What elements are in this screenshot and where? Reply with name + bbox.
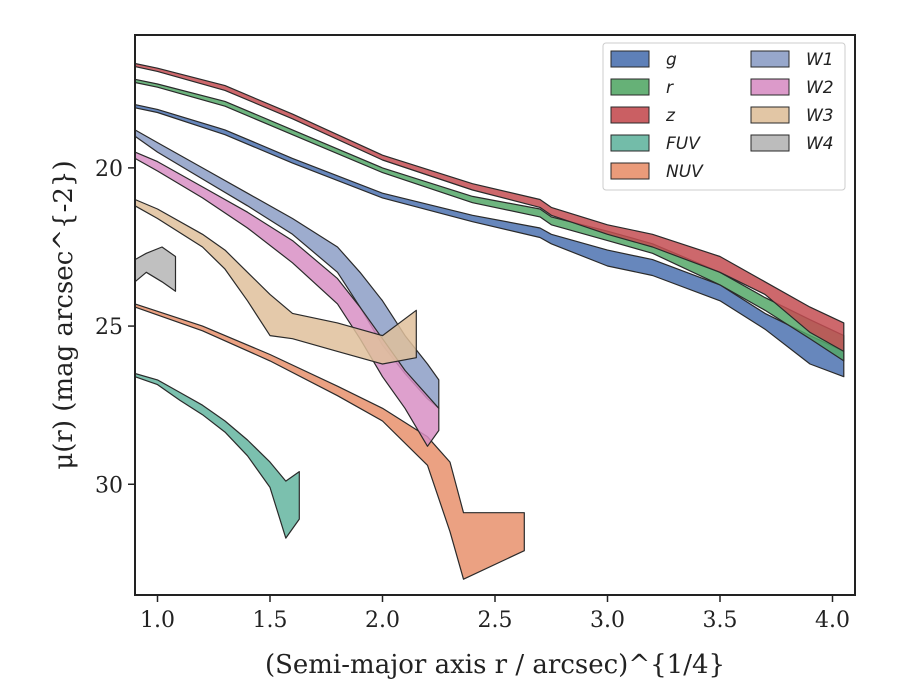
band-z: [134, 62, 845, 352]
x-tick-label: 1.5: [253, 608, 288, 633]
legend-swatch-w4: [750, 134, 790, 152]
legend-label-z: z: [665, 106, 676, 126]
legend-label-r: r: [666, 78, 674, 98]
x-tick-label: 3.5: [703, 608, 738, 633]
y-axis-ticks: 20 25 30: [95, 157, 135, 498]
legend-swatch-w1: [750, 50, 790, 68]
band-r: [134, 78, 845, 362]
legend-swatch-nuv: [610, 162, 650, 180]
band-w3: [134, 198, 417, 365]
band-fuv: [134, 372, 300, 539]
legend-swatch-fuv: [610, 134, 650, 152]
legend-label-fuv: FUV: [666, 134, 701, 154]
legend-label-g: g: [666, 50, 677, 70]
y-axis-label: μ(r) (mag arcsec^{-2}): [49, 160, 79, 469]
band-w4: [134, 246, 177, 292]
legend-label-w3: W3: [806, 106, 834, 126]
y-tick-label: 25: [95, 315, 123, 340]
x-tick-label: 4.0: [815, 608, 850, 633]
legend-label-w1: W1: [806, 50, 834, 70]
y-tick-label: 30: [95, 473, 123, 498]
legend-label-w4: W4: [806, 134, 834, 154]
x-tick-label: 1.0: [140, 608, 175, 633]
profile-bands: [134, 62, 845, 580]
legend-swatch-g: [610, 50, 650, 68]
legend-swatch-r: [610, 78, 650, 96]
band-w2: [134, 151, 440, 447]
x-tick-label: 3.0: [590, 608, 625, 633]
legend-label-w2: W2: [806, 78, 834, 98]
x-tick-label: 2.5: [478, 608, 513, 633]
x-axis-ticks: 1.0 1.5 2.0 2.5 3.0 3.5 4.0: [140, 595, 850, 633]
legend-swatch-w3: [750, 106, 790, 124]
band-g: [134, 104, 845, 378]
legend: grz FUV NUV W1 W2 W3 W4: [602, 42, 846, 191]
y-tick-label: 20: [95, 157, 123, 182]
legend-swatch-z: [610, 106, 650, 124]
x-tick-label: 2.0: [365, 608, 400, 633]
legend-swatch-w2: [750, 78, 790, 96]
x-axis-label: (Semi-major axis r / arcsec)^{1/4}: [265, 650, 725, 680]
legend-label-nuv: NUV: [666, 162, 704, 182]
band-nuv: [134, 303, 525, 580]
